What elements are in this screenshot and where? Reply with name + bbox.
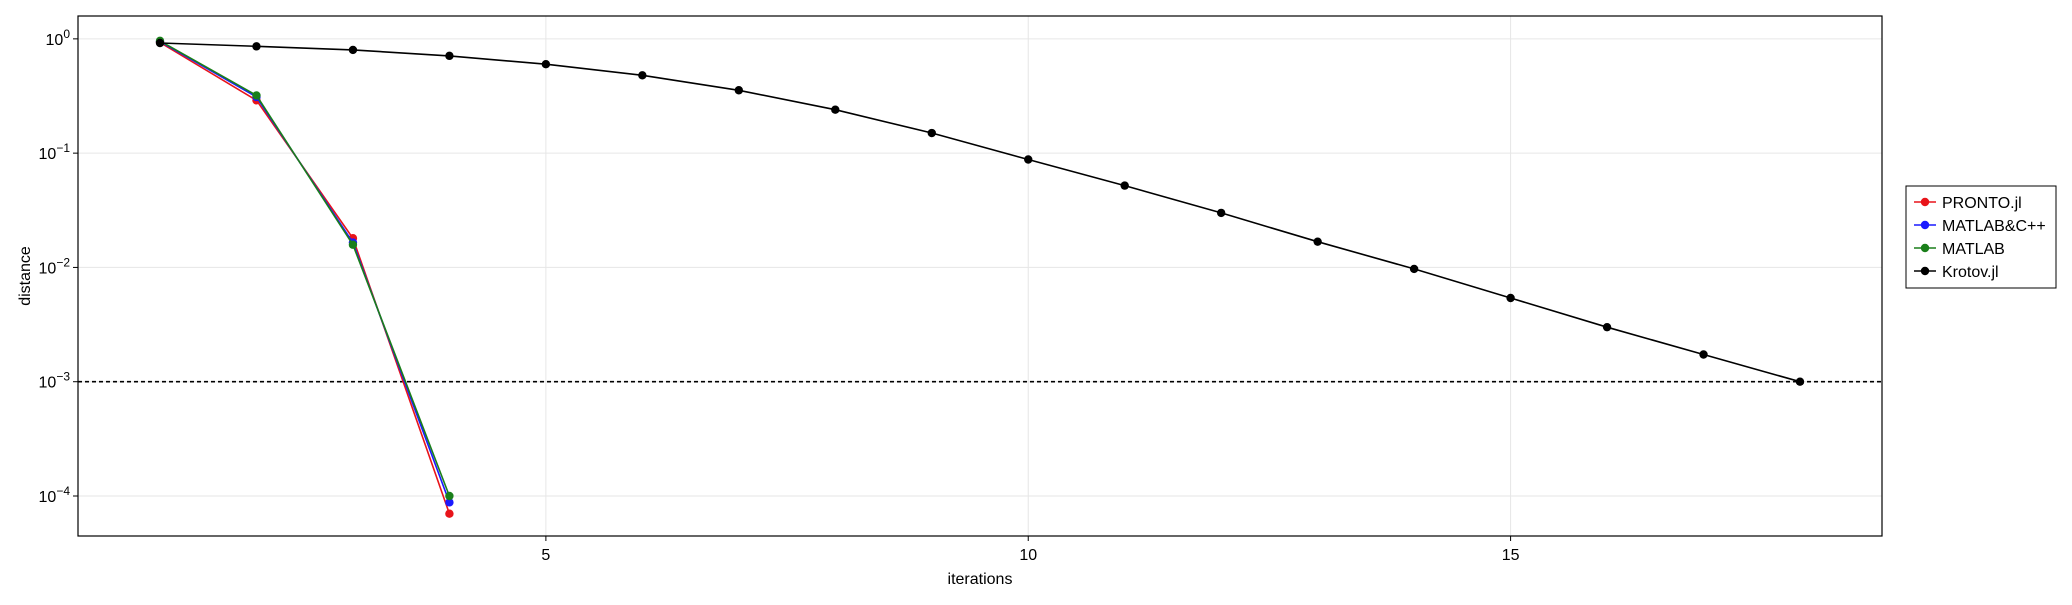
data-point <box>1602 322 1612 332</box>
data-point <box>541 60 551 69</box>
data-point <box>1506 293 1515 303</box>
series-line <box>159 41 451 514</box>
legend-label: Krotov.jl <box>1942 264 1999 281</box>
legend-marker <box>1920 197 1930 207</box>
legend-marker <box>1920 243 1930 253</box>
series-krotov-jl <box>155 38 1805 386</box>
data-point <box>1795 377 1805 386</box>
y-tick-label: 10−3 <box>39 370 71 392</box>
data-point <box>1313 237 1322 246</box>
series-pronto-jl <box>155 38 454 518</box>
data-point <box>445 498 454 507</box>
legend: PRONTO.jl MATLAB&C++ MATLAB Krotov.jl <box>1905 185 2057 289</box>
series-line <box>159 40 451 503</box>
y-tick-label: 10−1 <box>39 141 71 163</box>
legend-item: PRONTO.jl <box>1914 195 2022 212</box>
data-point <box>638 71 647 80</box>
series-layer <box>155 36 1805 518</box>
y-tick-label: 10−2 <box>39 255 71 277</box>
data-point <box>445 51 454 61</box>
x-axis-label: iterations <box>948 571 1013 588</box>
data-point <box>348 240 358 249</box>
legend-item: MATLAB&C++ <box>1914 218 2046 235</box>
legend-label: PRONTO.jl <box>1942 195 2022 212</box>
series-matlab <box>155 36 454 501</box>
legend-label: MATLAB <box>1942 241 2005 258</box>
legend-marker <box>1920 220 1930 230</box>
data-point <box>831 105 840 114</box>
y-axis: 100 10−1 10−2 10−3 10−4 <box>39 27 78 506</box>
data-point <box>734 86 744 95</box>
legend-marker <box>1920 266 1930 276</box>
x-tick-label: 10 <box>1019 547 1037 564</box>
legend-item: Krotov.jl <box>1914 264 1999 281</box>
data-point <box>1699 350 1708 359</box>
data-point <box>348 45 358 55</box>
data-point <box>155 38 165 48</box>
y-axis-label: distance <box>17 246 34 306</box>
data-point <box>445 491 454 501</box>
data-point <box>1216 208 1226 218</box>
series-line <box>159 42 1801 383</box>
series-matlab-c- <box>155 37 454 507</box>
legend-label: MATLAB&C++ <box>1942 218 2046 235</box>
x-tick-label: 15 <box>1502 547 1520 564</box>
data-point <box>1409 264 1419 274</box>
data-point <box>445 509 454 518</box>
legend-item: MATLAB <box>1914 241 2005 258</box>
y-tick-label: 10−4 <box>39 484 71 506</box>
data-point <box>252 91 261 100</box>
y-tick-label: 100 <box>46 27 71 49</box>
x-axis: 5 10 15 <box>541 536 1520 564</box>
data-point <box>927 128 936 138</box>
data-point <box>1024 155 1033 164</box>
plot-frame <box>77 15 1883 537</box>
series-line <box>159 40 451 497</box>
x-tick-label: 5 <box>541 547 550 564</box>
data-point <box>1120 181 1129 190</box>
grid <box>78 16 1882 536</box>
data-point <box>252 42 261 51</box>
